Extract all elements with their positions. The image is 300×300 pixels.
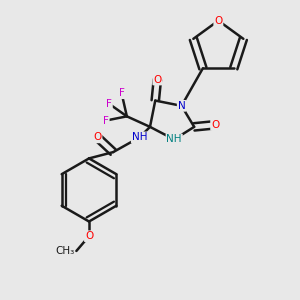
Text: CH₃: CH₃: [55, 246, 74, 256]
Text: O: O: [85, 231, 93, 241]
Text: N: N: [178, 101, 185, 111]
Text: O: O: [153, 74, 161, 85]
Text: NH: NH: [132, 132, 147, 142]
Text: O: O: [214, 16, 223, 26]
Text: F: F: [119, 88, 124, 98]
Text: O: O: [93, 132, 101, 142]
Text: F: F: [106, 99, 112, 109]
Text: O: O: [211, 120, 219, 130]
Text: F: F: [103, 116, 109, 126]
Text: NH: NH: [167, 134, 182, 145]
